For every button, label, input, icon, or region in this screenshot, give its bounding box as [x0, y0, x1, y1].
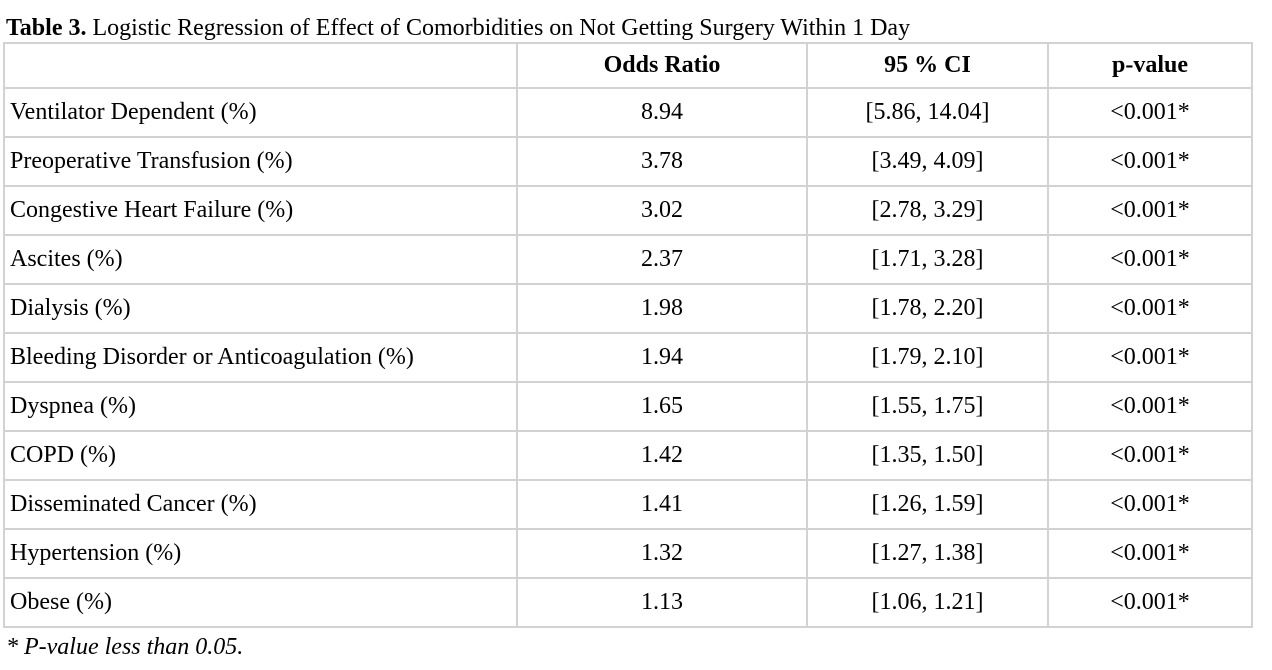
table-row: Dyspnea (%) 1.65 [1.55, 1.75] <0.001*	[3, 381, 1253, 432]
results-table: Odds Ratio 95 % CI p-value Ventilator De…	[3, 42, 1253, 628]
header-cell-p-value: p-value	[1047, 42, 1253, 89]
ci-cell: [1.35, 1.50]	[806, 430, 1049, 481]
p-value-cell: <0.001*	[1047, 430, 1253, 481]
table-body: Ventilator Dependent (%) 8.94 [5.86, 14.04…	[3, 87, 1253, 628]
ci-cell: [1.79, 2.10]	[806, 332, 1049, 383]
p-value-cell: <0.001*	[1047, 283, 1253, 334]
odds-ratio-cell: 8.94	[516, 87, 808, 138]
p-value-cell: <0.001*	[1047, 234, 1253, 285]
p-value-cell: <0.001*	[1047, 87, 1253, 138]
ci-cell: [3.49, 4.09]	[806, 136, 1049, 187]
odds-ratio-cell: 1.65	[516, 381, 808, 432]
table-row: Ventilator Dependent (%) 8.94 [5.86, 14.04…	[3, 87, 1253, 138]
odds-ratio-cell: 1.94	[516, 332, 808, 383]
header-cell-odds-ratio: Odds Ratio	[516, 42, 808, 89]
odds-ratio-cell: 3.02	[516, 185, 808, 236]
ci-cell: [1.06, 1.21]	[806, 577, 1049, 628]
table-row: Preoperative Transfusion (%) 3.78 [3.49, 4…	[3, 136, 1253, 187]
ci-cell: [1.71, 3.28]	[806, 234, 1049, 285]
odds-ratio-cell: 2.37	[516, 234, 808, 285]
table-caption-text: Logistic Regression of Effect of Comorbi…	[86, 15, 911, 41]
table-row: COPD (%) 1.42 [1.35, 1.50] <0.001*	[3, 430, 1253, 481]
p-value-cell: <0.001*	[1047, 381, 1253, 432]
ci-cell: [5.86, 14.04]	[806, 87, 1049, 138]
ci-cell: [1.78, 2.20]	[806, 283, 1049, 334]
table-row: Bleeding Disorder or Anticoagulation (%)…	[3, 332, 1253, 383]
row-name-cell: Ventilator Dependent (%)	[3, 87, 518, 138]
p-value-cell: <0.001*	[1047, 185, 1253, 236]
ci-cell: [2.78, 3.29]	[806, 185, 1049, 236]
row-name-cell: Dyspnea (%)	[3, 381, 518, 432]
p-value-cell: <0.001*	[1047, 479, 1253, 530]
table-caption-label: Table 3.	[6, 15, 87, 41]
row-name-cell: Bleeding Disorder or Anticoagulation (%)	[3, 332, 518, 383]
table-row: Disseminated Cancer (%) 1.41 [1.26, 1.59] <…	[3, 479, 1253, 530]
odds-ratio-cell: 1.41	[516, 479, 808, 530]
ci-cell: [1.27, 1.38]	[806, 528, 1049, 579]
table-row: Hypertension (%) 1.32 [1.27, 1.38] <0.001*	[3, 528, 1253, 579]
row-name-cell: Dialysis (%)	[3, 283, 518, 334]
row-name-cell: COPD (%)	[3, 430, 518, 481]
ci-cell: [1.55, 1.75]	[806, 381, 1049, 432]
row-name-cell: Hypertension (%)	[3, 528, 518, 579]
row-name-cell: Obese (%)	[3, 577, 518, 628]
ci-cell: [1.26, 1.59]	[806, 479, 1049, 530]
table-row: Ascites (%) 2.37 [1.71, 3.28] <0.001*	[3, 234, 1253, 285]
odds-ratio-cell: 1.13	[516, 577, 808, 628]
p-value-cell: <0.001*	[1047, 528, 1253, 579]
odds-ratio-cell: 1.42	[516, 430, 808, 481]
row-name-cell: Ascites (%)	[3, 234, 518, 285]
table-footnote: * P-value less than 0.05.	[6, 634, 244, 660]
row-name-cell: Preoperative Transfusion (%)	[3, 136, 518, 187]
row-name-cell: Disseminated Cancer (%)	[3, 479, 518, 530]
odds-ratio-cell: 3.78	[516, 136, 808, 187]
table-row: Dialysis (%) 1.98 [1.78, 2.20] <0.001*	[3, 283, 1253, 334]
table-row: Congestive Heart Failure (%) 3.02 [2.78, 3…	[3, 185, 1253, 236]
odds-ratio-cell: 1.98	[516, 283, 808, 334]
p-value-cell: <0.001*	[1047, 577, 1253, 628]
row-name-cell: Congestive Heart Failure (%)	[3, 185, 518, 236]
odds-ratio-cell: 1.32	[516, 528, 808, 579]
p-value-cell: <0.001*	[1047, 136, 1253, 187]
header-cell-variable	[3, 42, 518, 89]
table-caption: Table 3. Logistic Regression of Effect o…	[6, 13, 910, 43]
p-value-cell: <0.001*	[1047, 332, 1253, 383]
table-row: Obese (%) 1.13 [1.06, 1.21] <0.001*	[3, 577, 1253, 628]
table-header-row: Odds Ratio 95 % CI p-value	[3, 42, 1253, 89]
header-cell-ci: 95 % CI	[806, 42, 1049, 89]
